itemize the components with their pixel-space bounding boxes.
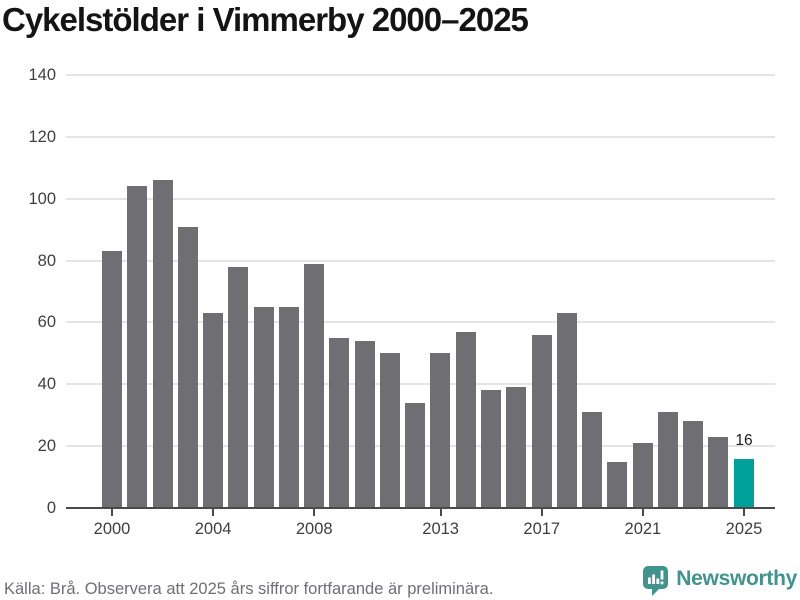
y-tick-label-20: 20 [37,437,56,456]
bar-2016 [506,387,527,508]
bar-2009 [329,337,350,508]
gridline-140 [66,74,775,76]
gridline-40 [66,383,775,386]
x-tick-2013 [439,509,442,516]
x-tick-label-2013: 2013 [422,520,459,538]
bar-2022 [657,412,678,508]
newsworthy-logo[interactable]: Newsworthy [643,566,797,596]
x-tick-2021 [641,509,644,516]
bar-2014 [455,331,476,508]
gridline-80 [66,259,775,262]
x-tick-2008 [313,509,316,516]
bar-2021 [632,443,653,508]
bar-2000 [102,251,122,508]
y-tick-label-100: 100 [28,189,56,208]
bar-2005 [228,266,249,508]
y-tick-label-60: 60 [37,313,56,332]
bar-2011 [379,353,400,508]
x-axis-line [66,507,775,509]
newsworthy-logo-text: Newsworthy [676,567,797,590]
x-tick-2025 [743,509,745,516]
y-tick-label-0: 0 [46,499,56,517]
bar-2003 [177,226,198,508]
x-tick-label-2017: 2017 [523,520,561,538]
x-tick-label-2025: 2025 [725,520,763,538]
bar-2025 [733,458,754,508]
plot-area: 16 [66,74,775,509]
bar-2020 [607,461,628,508]
y-tick-label-120: 120 [28,127,56,146]
x-tick-2017 [540,509,543,516]
bar-2001 [127,186,148,508]
bar-2019 [582,412,603,508]
x-tick-label-2008: 2008 [295,520,333,538]
newsworthy-logo-icon [643,566,669,596]
bar-2024 [708,436,729,508]
bar-2007 [278,306,299,508]
gridline-100 [66,197,775,200]
x-tick-label-2021: 2021 [624,520,662,538]
x-tick-label-2004: 2004 [194,520,232,538]
bar-2013 [430,353,451,508]
bar-value-label: 16 [735,431,753,449]
gridline-120 [66,135,775,138]
bars-row [66,75,775,508]
source-note: Källa: Brå. Observera att 2025 års siffr… [4,580,494,598]
bar-2008 [304,263,325,508]
bar-2023 [683,421,704,508]
x-tick-2000 [111,509,113,516]
bar-2015 [480,390,501,508]
bar-2004 [203,313,224,508]
bar-2010 [354,341,375,508]
gridline-60 [66,321,775,324]
x-tick-2004 [212,509,215,516]
bar-2002 [152,180,173,508]
y-tick-label-140: 140 [28,66,56,84]
bar-2012 [405,402,426,508]
bar-2017 [531,334,552,508]
y-tick-label-40: 40 [37,375,56,394]
x-tick-label-2000: 2000 [93,520,131,538]
bar-2006 [253,306,274,508]
y-tick-label-80: 80 [37,251,56,270]
chart-title: Cykelstölder i Vimmerby 2000–2025 [2,1,529,38]
bar-2018 [556,313,577,508]
